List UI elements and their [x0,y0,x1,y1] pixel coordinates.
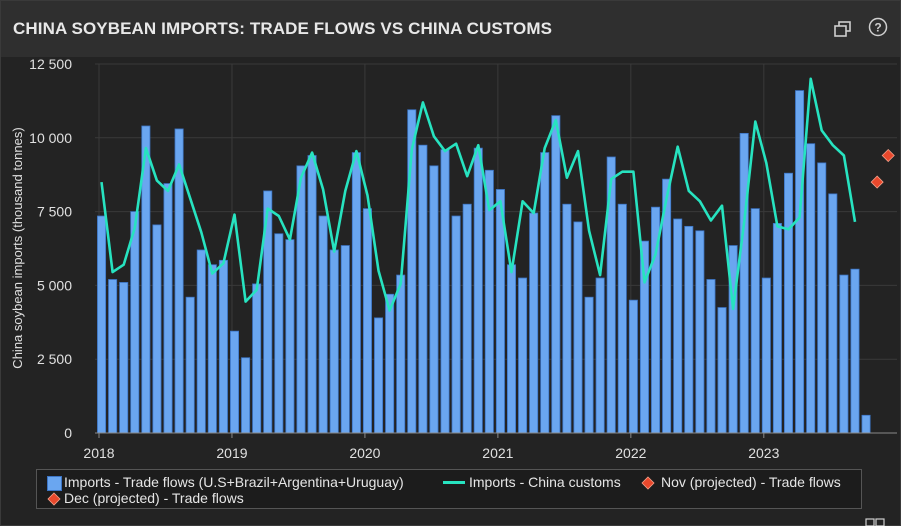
legend-swatch-line [443,481,465,484]
bar [529,212,539,434]
bar [684,225,694,434]
bar [817,162,827,434]
chat-icon[interactable] [865,518,885,526]
bar [750,208,760,434]
help-icon[interactable]: ? [868,17,888,37]
bar [772,223,782,434]
bar [196,249,206,434]
y-tick-label: 12 500 [29,56,72,72]
bar [152,224,162,434]
bar [396,274,406,434]
line-china-customs [100,77,857,312]
bar [473,147,483,434]
projected-points [870,148,895,189]
bar [119,282,129,434]
bar [163,183,173,434]
bar [551,115,561,434]
bar [573,221,583,434]
x-tick-label: 2018 [83,445,114,461]
projected-point-nov [870,175,884,189]
bar [540,152,550,434]
restore-window-icon[interactable] [833,19,853,39]
x-tick-label: 2022 [615,445,646,461]
svg-text:?: ? [874,21,881,35]
panel-header: CHINA SOYBEAN IMPORTS: TRADE FLOWS VS CH… [1,1,900,57]
bar [285,239,295,434]
axes: 0 2 500 5 000 7 500 10 000 12 500 2018 2019 2020… [29,56,897,461]
bar [418,144,428,434]
bar [329,249,339,434]
projected-point-dec [881,148,895,163]
bar [362,208,372,434]
bar [828,193,838,434]
legend-swatch-nov-projected [641,476,655,490]
bar [595,277,605,434]
bar [252,283,262,434]
y-tick-label: 2 500 [37,351,72,367]
bar [374,317,384,434]
x-tick-label: 2019 [216,445,247,461]
y-tick-label: 5 000 [37,277,72,293]
bar-series-trade-flows [97,90,871,434]
y-tick-label: 10 000 [29,130,72,146]
bar [351,152,361,434]
bar [850,268,860,434]
bar [185,296,195,434]
bar [584,296,594,434]
bar [296,165,306,434]
bar [241,357,251,434]
bar [761,277,771,434]
bar [628,299,638,434]
bar [784,172,794,434]
bar [130,211,140,434]
bar [562,203,572,434]
bar [207,264,217,434]
bar [462,203,472,434]
x-tick-label: 2021 [482,445,513,461]
bar [706,279,716,434]
y-tick-label: 0 [64,425,72,441]
legend-label-china-customs[interactable]: Imports - China customs [469,474,621,490]
bar [673,218,683,434]
bar [97,215,107,434]
bar [108,279,118,434]
bar [440,149,450,434]
chart-title: CHINA SOYBEAN IMPORTS: TRADE FLOWS VS CH… [13,19,553,38]
chart-legend: Imports - Trade flows (U.S+Brazil+Argent… [36,469,862,509]
y-axis-label: China soybean imports (thousand tonnes) [10,127,25,368]
bar [739,132,749,434]
legend-label-nov-projected[interactable]: Nov (projected) - Trade flows [661,474,841,490]
x-tick-label: 2023 [748,445,779,461]
y-tick-label: 7 500 [37,204,72,220]
bar [839,274,849,434]
bar [385,293,395,434]
bar [429,165,439,434]
legend-swatch-dec-projected [47,492,61,506]
bar [506,264,516,434]
bar [617,203,627,434]
bar [307,155,317,434]
bar [229,330,239,434]
legend-label-trade-flows[interactable]: Imports - Trade flows (U.S+Brazil+Argent… [64,474,404,490]
legend-label-dec-projected[interactable]: Dec (projected) - Trade flows [64,490,244,506]
bar [861,414,871,434]
bar [340,245,350,434]
bar [806,143,816,434]
bar [695,230,705,434]
bar [274,233,284,434]
bar [717,307,727,434]
x-tick-label: 2020 [349,445,380,461]
line-series-china-customs [100,77,857,312]
legend-swatch-bar [47,476,62,491]
bar [795,90,805,434]
bar [451,215,461,434]
bar [318,215,328,434]
bar [218,259,228,434]
bar [518,277,528,434]
